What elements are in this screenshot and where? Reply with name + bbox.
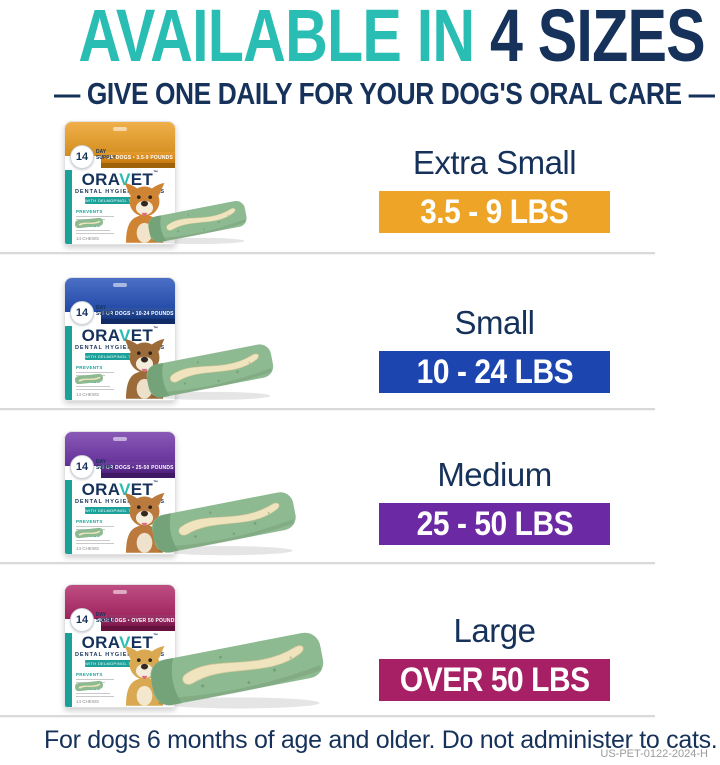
weight-range: 25 - 50 LBS bbox=[416, 504, 573, 543]
size-info-extra-small: Extra Small 3.5 - 9 LBS bbox=[379, 144, 610, 233]
size-info-medium: Medium 25 - 50 LBS bbox=[379, 456, 610, 545]
chew-illustration bbox=[150, 632, 324, 709]
chew-illustration bbox=[148, 201, 247, 245]
chew-count-label: 14 CHEWS bbox=[76, 546, 100, 551]
footer: For dogs 6 months of age and older. Do n… bbox=[0, 717, 720, 765]
day-supply-badge: 14 bbox=[70, 455, 94, 479]
hang-hole bbox=[113, 283, 127, 287]
package-ribbon-subbar bbox=[101, 163, 175, 168]
claim-text-line bbox=[76, 525, 114, 527]
hang-hole bbox=[113, 590, 127, 594]
dog-photo-beagle bbox=[124, 492, 165, 553]
product-package-extra-small: 14 DAY SUPPLY FOR DOGS • 3.5-9 POUNDS OR… bbox=[64, 121, 176, 245]
product-package-large: 14 DAY SUPPLY FOR DOGS • OVER 50 POUNDS … bbox=[64, 584, 176, 708]
size-row-large: 14 DAY SUPPLY FOR DOGS • OVER 50 POUNDS … bbox=[0, 564, 720, 717]
package-ribbon: FOR DOGS • 10-24 POUNDS bbox=[101, 308, 175, 319]
chew-count-label: 14 CHEWS bbox=[76, 236, 100, 241]
day-supply-badge: 14 bbox=[70, 145, 94, 169]
technology-bar: WITH DELMOPINOL TECHNOLOGY bbox=[85, 507, 159, 514]
weight-banner: 3.5 - 9 LBS bbox=[379, 191, 610, 233]
page-title: AVAILABLE IN 4 SIZES bbox=[78, 0, 705, 73]
size-info-small: Small 10 - 24 LBS bbox=[379, 304, 610, 393]
header: AVAILABLE IN 4 SIZES — GIVE ONE DAILY FO… bbox=[0, 0, 720, 118]
trademark-symbol: ™ bbox=[153, 170, 159, 176]
claim-text-line bbox=[76, 539, 110, 541]
size-name: Large bbox=[453, 612, 536, 649]
package-side-stripe bbox=[65, 480, 72, 554]
package-ribbon-subbar bbox=[101, 473, 175, 478]
claim-text-line bbox=[76, 692, 110, 694]
title-available-in: AVAILABLE IN bbox=[78, 0, 490, 77]
claim-text-line bbox=[76, 385, 110, 387]
usage-note: For dogs 6 months of age and older. Do n… bbox=[44, 726, 718, 754]
package-ribbon-subbar bbox=[101, 626, 175, 631]
chew-count-label: 14 CHEWS bbox=[76, 392, 100, 397]
size-name: Small bbox=[454, 304, 535, 341]
mini-chew-image bbox=[75, 373, 103, 385]
mini-chew-image bbox=[75, 217, 103, 229]
title-4-sizes: 4 SIZES bbox=[489, 0, 706, 77]
size-row-medium: 14 DAY SUPPLY FOR DOGS • 25-50 POUNDS OR… bbox=[0, 410, 720, 564]
size-row-extra-small: 14 DAY SUPPLY FOR DOGS • 3.5-9 POUNDS OR… bbox=[0, 118, 720, 254]
chew-illustration bbox=[152, 492, 296, 556]
claim-text-line bbox=[76, 542, 114, 544]
claim-text-line bbox=[76, 232, 114, 234]
claim-text-line bbox=[76, 695, 114, 697]
trademark-symbol: ™ bbox=[153, 633, 159, 639]
mini-chew-image bbox=[75, 680, 103, 692]
package-ribbon: FOR DOGS • OVER 50 POUNDS bbox=[98, 615, 175, 626]
package-side-stripe bbox=[65, 170, 72, 244]
weight-range: OVER 50 LBS bbox=[399, 660, 590, 699]
hang-hole bbox=[113, 127, 127, 131]
brand-logo: ORAVET™ bbox=[81, 170, 159, 189]
weight-range: 10 - 24 LBS bbox=[416, 352, 573, 391]
package-side-stripe bbox=[65, 633, 72, 707]
weight-range: 3.5 - 9 LBS bbox=[420, 192, 569, 231]
package-side-stripe bbox=[65, 326, 72, 400]
page-subtitle: — GIVE ONE DAILY FOR YOUR DOG'S ORAL CAR… bbox=[54, 76, 715, 112]
package-ribbon: FOR DOGS • 3.5-9 POUNDS bbox=[101, 152, 175, 163]
day-supply-label: DAY SUPPLY bbox=[96, 459, 116, 471]
weight-banner: 25 - 50 LBS bbox=[379, 503, 610, 545]
mini-chew-image bbox=[75, 527, 103, 539]
size-info-large: Large OVER 50 LBS bbox=[379, 612, 610, 701]
trademark-symbol: ™ bbox=[153, 480, 159, 486]
technology-bar: WITH DELMOPINOL TECHNOLOGY bbox=[85, 660, 159, 667]
brand-logo: ORAVET™ bbox=[81, 326, 159, 345]
weight-banner: 10 - 24 LBS bbox=[379, 351, 610, 393]
size-name: Extra Small bbox=[412, 144, 577, 181]
product-line-label: DENTAL HYGIENE CHEWS bbox=[74, 652, 166, 658]
product-line-label: DENTAL HYGIENE CHEWS bbox=[74, 499, 166, 505]
size-name: Medium bbox=[437, 456, 552, 493]
package-top-panel bbox=[65, 432, 175, 466]
product-line-label: DENTAL HYGIENE CHEWS bbox=[74, 189, 166, 195]
weight-banner: OVER 50 LBS bbox=[379, 659, 610, 701]
product-package-medium: 14 DAY SUPPLY FOR DOGS • 25-50 POUNDS OR… bbox=[64, 431, 176, 555]
trademark-symbol: ™ bbox=[153, 326, 159, 332]
regulatory-code: US-PET-0122-2024-H bbox=[600, 748, 708, 760]
day-supply-badge: 14 bbox=[70, 608, 94, 632]
size-row-small: 14 DAY SUPPLY FOR DOGS • 10-24 POUNDS OR… bbox=[0, 254, 720, 410]
technology-bar: WITH DELMOPINOL TECHNOLOGY bbox=[85, 353, 159, 360]
technology-bar: WITH DELMOPINOL TECHNOLOGY bbox=[85, 197, 159, 204]
day-supply-label: DAY SUPPLY bbox=[96, 305, 116, 317]
claim-text-line bbox=[76, 388, 114, 390]
claim-text-line bbox=[76, 229, 110, 231]
claim-text-line bbox=[76, 678, 114, 680]
product-line-label: DENTAL HYGIENE CHEWS bbox=[74, 345, 166, 351]
hang-hole bbox=[113, 437, 127, 441]
claim-text-line bbox=[76, 215, 114, 217]
chew-count-label: 14 CHEWS bbox=[76, 699, 100, 704]
day-supply-label: DAY SUPPLY bbox=[96, 149, 116, 161]
brand-logo: ORAVET™ bbox=[81, 480, 159, 499]
day-supply-label: DAY SUPPLY bbox=[96, 612, 116, 624]
chew-illustration bbox=[146, 344, 274, 400]
claim-text-line bbox=[76, 371, 114, 373]
package-ribbon: FOR DOGS • 25-50 POUNDS bbox=[101, 462, 175, 473]
brand-logo: ORAVET™ bbox=[81, 633, 159, 652]
day-supply-badge: 14 bbox=[70, 301, 94, 325]
package-ribbon-subbar bbox=[101, 319, 175, 324]
